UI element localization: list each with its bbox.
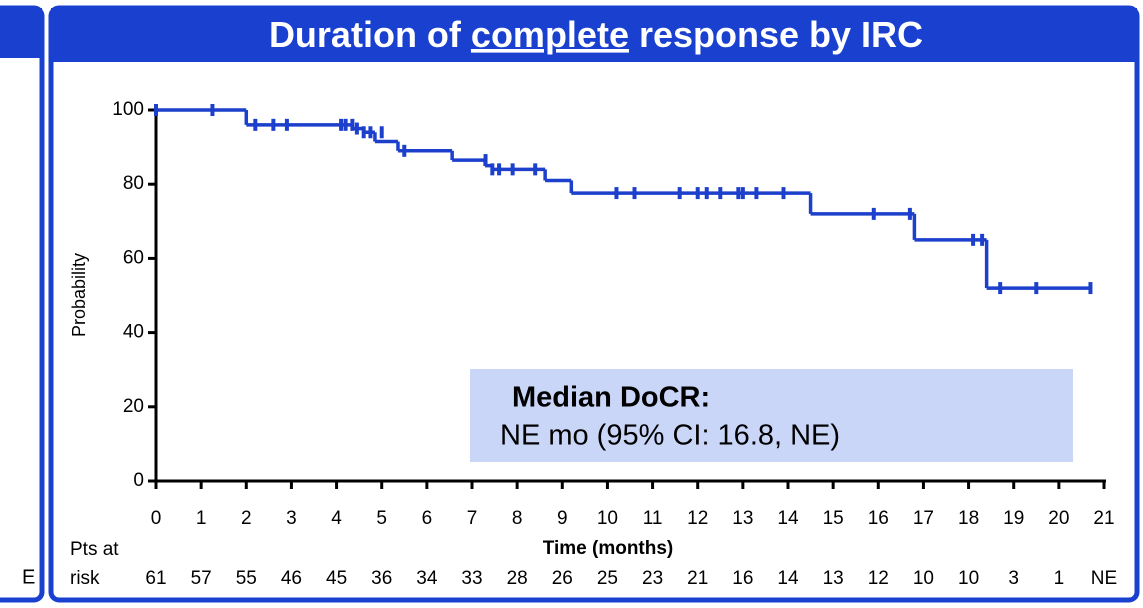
risk-value: 25	[597, 568, 618, 589]
y-tick-label: 40	[123, 322, 144, 343]
x-tick-label: 18	[958, 508, 979, 529]
x-tick-label: 13	[732, 508, 753, 529]
risk-value: 23	[642, 568, 663, 589]
y-axis-label: Probability	[69, 253, 89, 337]
risk-value: 1	[1054, 568, 1065, 589]
y-tick-label: 20	[123, 396, 144, 417]
risk-value: 34	[416, 568, 438, 589]
y-tick-label: 60	[123, 247, 144, 268]
risk-value: 36	[371, 568, 392, 589]
risk-value: 10	[913, 568, 934, 589]
annotation-text: NE mo (95% CI: 16.8, NE)	[500, 420, 840, 452]
y-tick-label: 0	[133, 470, 144, 491]
y-tick-label: 80	[123, 173, 144, 194]
x-tick-label: 14	[777, 508, 799, 529]
x-tick-label: 8	[512, 508, 523, 529]
risk-value: 12	[868, 568, 889, 589]
x-tick-label: 1	[196, 508, 207, 529]
x-tick-label: 7	[467, 508, 478, 529]
x-tick-label: 12	[687, 508, 708, 529]
x-tick-label: 6	[422, 508, 433, 529]
title-part: response by IRC	[629, 14, 923, 55]
x-tick-label: 19	[1003, 508, 1024, 529]
annotation-title: Median DoCR:	[512, 382, 710, 414]
risk-label: Pts at	[70, 539, 119, 560]
annotation-box	[470, 369, 1073, 462]
x-tick-label: 16	[868, 508, 889, 529]
risk-value: 46	[281, 568, 302, 589]
x-tick-label: 4	[331, 508, 342, 529]
x-tick-label: 2	[241, 508, 252, 529]
x-tick-label: 3	[286, 508, 297, 529]
x-tick-label: 17	[913, 508, 934, 529]
left-panel-header	[0, 8, 42, 58]
chart-title: Duration of complete response by IRC	[269, 14, 923, 55]
left-panel	[0, 5, 45, 603]
title-part: Duration of	[269, 14, 471, 55]
risk-value: 26	[552, 568, 573, 589]
x-tick-label: 21	[1093, 508, 1114, 529]
risk-value: NE	[1091, 568, 1117, 589]
risk-value: 55	[236, 568, 257, 589]
risk-label: risk	[70, 568, 100, 589]
x-tick-label: 5	[376, 508, 387, 529]
risk-value: 16	[732, 568, 753, 589]
x-tick-label: 0	[151, 508, 162, 529]
x-tick-label: 15	[823, 508, 844, 529]
x-tick-label: 10	[597, 508, 618, 529]
y-tick-label: 100	[112, 99, 144, 120]
title-part: complete	[471, 14, 629, 55]
x-tick-label: 20	[1048, 508, 1069, 529]
risk-value: 10	[958, 568, 979, 589]
risk-value: 14	[777, 568, 799, 589]
risk-value: 21	[687, 568, 708, 589]
x-tick-label: 11	[643, 508, 663, 529]
x-tick-label: 9	[557, 508, 568, 529]
risk-value: 28	[507, 568, 528, 589]
risk-value: 45	[326, 568, 347, 589]
risk-value: 13	[823, 568, 844, 589]
risk-value: 61	[145, 568, 166, 589]
left-panel-text: E	[22, 566, 35, 588]
risk-value: 3	[1008, 568, 1019, 589]
risk-value: 57	[191, 568, 212, 589]
panel-header	[51, 8, 1137, 62]
risk-value: 33	[461, 568, 482, 589]
x-axis-label: Time (months)	[543, 538, 674, 559]
